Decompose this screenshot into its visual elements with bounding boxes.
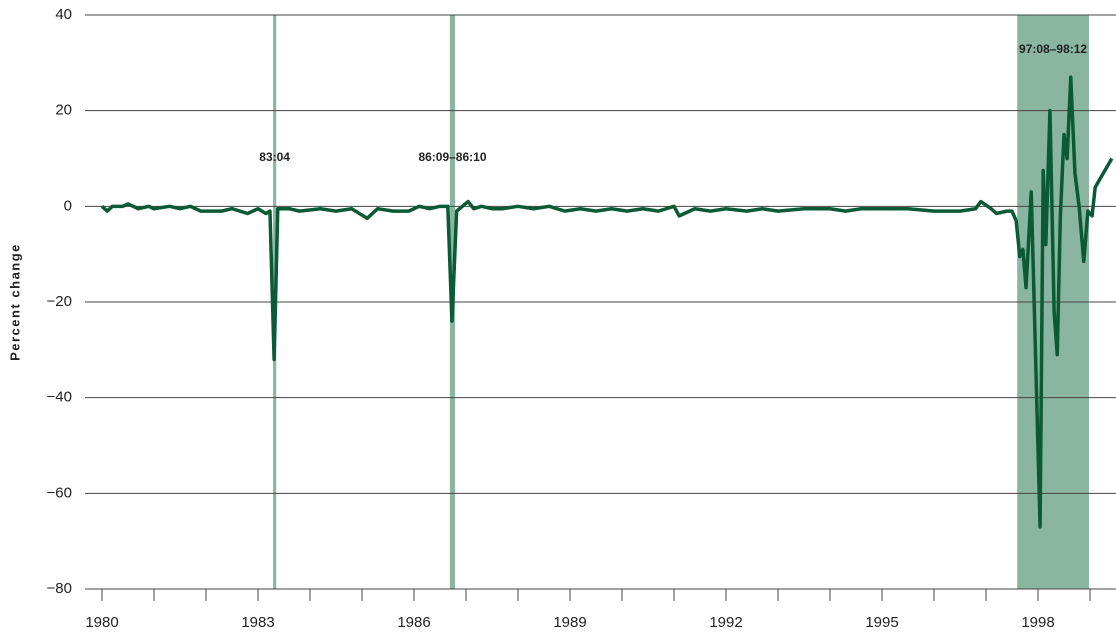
x-tick-label: 1992 [709, 614, 742, 631]
shaded-label: 86:09–86:10 [418, 150, 486, 164]
x-tick-label: 1995 [865, 614, 898, 631]
y-tick-label: −20 [47, 293, 72, 310]
y-tick-label: −40 [47, 389, 72, 406]
y-axis-title: Percent change [7, 243, 22, 361]
y-tick-label: −80 [47, 580, 72, 597]
y-tick-label: 0 [64, 197, 72, 214]
shaded-label: 97:08–98:12 [1019, 42, 1087, 56]
shaded-label: 83:04 [259, 150, 290, 164]
y-tick-label: 40 [55, 6, 72, 23]
data-line [100, 75, 1114, 529]
y-tick-label: 20 [55, 102, 72, 119]
x-tick-label: 1989 [553, 614, 586, 631]
x-tick-label: 1986 [397, 614, 430, 631]
y-tick-label: −60 [47, 484, 72, 501]
x-tick-label: 1980 [85, 614, 118, 631]
x-tick-label: 1983 [241, 614, 274, 631]
x-tick-label: 1998 [1021, 614, 1054, 631]
